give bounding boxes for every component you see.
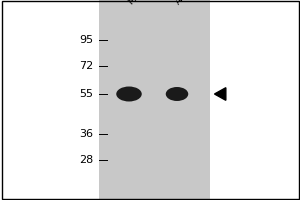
Polygon shape [214,88,226,100]
Bar [99,0,210,200]
Text: 28: 28 [79,155,93,165]
Text: 95: 95 [79,35,93,45]
Ellipse shape [166,87,188,101]
Text: MCF-7: MCF-7 [126,0,152,6]
Text: 72: 72 [79,61,93,71]
Text: 55: 55 [79,89,93,99]
Text: 36: 36 [79,129,93,139]
Text: A431: A431 [174,0,197,6]
Ellipse shape [116,86,142,102]
